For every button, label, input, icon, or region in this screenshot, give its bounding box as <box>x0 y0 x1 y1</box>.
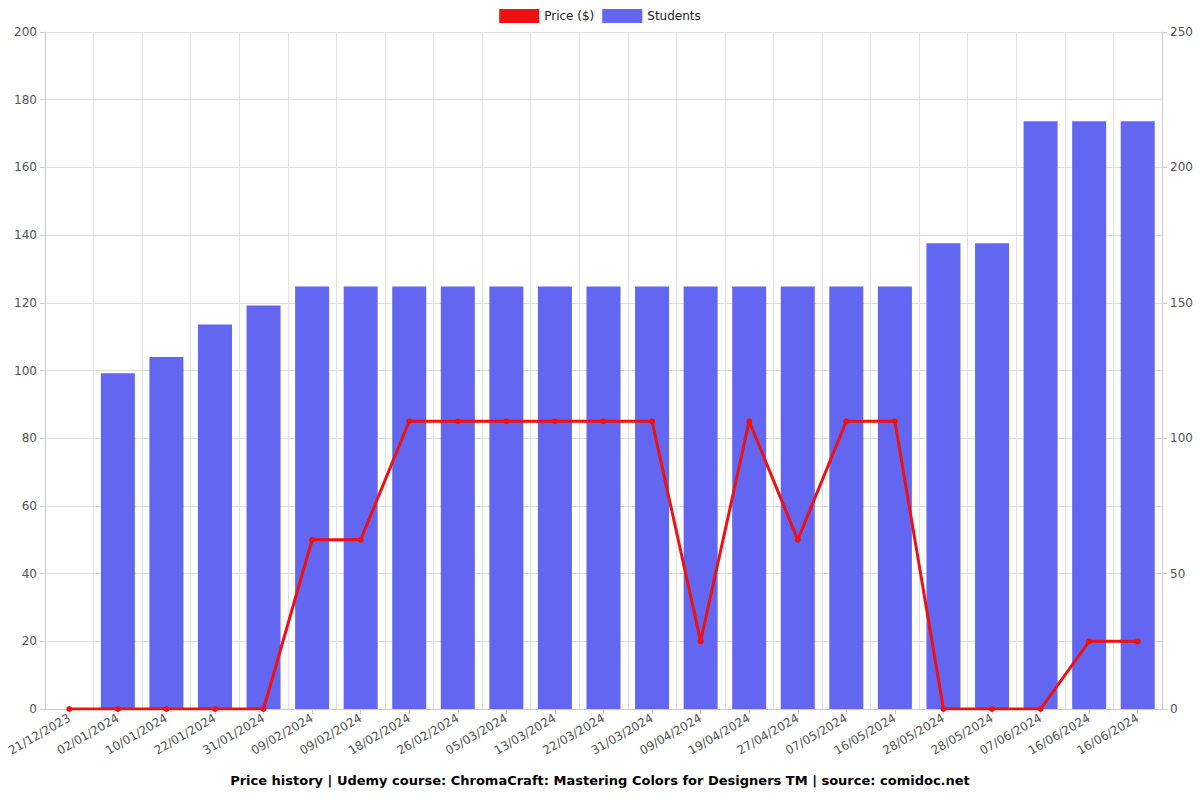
svg-text:Price ($): Price ($) <box>544 9 594 23</box>
svg-text:Price history | Udemy course:: Price history | Udemy course: ChromaCraf… <box>230 773 970 788</box>
svg-text:07/05/2024: 07/05/2024 <box>783 710 850 758</box>
svg-text:250: 250 <box>1170 25 1193 39</box>
svg-text:02/01/2024: 02/01/2024 <box>54 710 122 758</box>
svg-text:100: 100 <box>1170 431 1193 445</box>
svg-text:200: 200 <box>1170 160 1193 174</box>
svg-text:10/01/2024: 10/01/2024 <box>103 710 170 758</box>
svg-text:31/01/2024: 31/01/2024 <box>200 710 267 758</box>
svg-text:18/02/2024: 18/02/2024 <box>345 710 413 758</box>
svg-text:22/03/2024: 22/03/2024 <box>540 710 607 758</box>
svg-text:0: 0 <box>29 702 37 716</box>
svg-text:31/03/2024: 31/03/2024 <box>588 710 656 758</box>
svg-text:27/04/2024: 27/04/2024 <box>734 710 802 758</box>
svg-text:28/05/2024: 28/05/2024 <box>880 710 947 758</box>
svg-text:140: 140 <box>14 228 37 242</box>
svg-text:16/05/2024: 16/05/2024 <box>831 710 899 758</box>
svg-text:120: 120 <box>14 296 37 310</box>
svg-text:50: 50 <box>1170 567 1185 581</box>
svg-text:28/05/2024: 28/05/2024 <box>928 710 996 758</box>
svg-text:16/06/2024: 16/06/2024 <box>1074 711 1141 758</box>
svg-text:19/04/2024: 19/04/2024 <box>685 710 753 758</box>
svg-text:Students: Students <box>647 9 701 23</box>
svg-text:150: 150 <box>1170 296 1193 310</box>
svg-text:05/03/2024: 05/03/2024 <box>443 710 510 758</box>
svg-text:20: 20 <box>22 634 37 648</box>
svg-text:60: 60 <box>22 499 37 513</box>
svg-text:160: 160 <box>14 160 37 174</box>
svg-text:180: 180 <box>14 93 37 107</box>
svg-text:16/06/2024: 16/06/2024 <box>1025 710 1093 758</box>
svg-text:09/02/2024: 09/02/2024 <box>297 710 365 758</box>
svg-text:40: 40 <box>22 567 37 581</box>
svg-text:100: 100 <box>14 364 37 378</box>
svg-text:0: 0 <box>1170 702 1178 716</box>
svg-text:26/02/2024: 26/02/2024 <box>394 710 462 758</box>
svg-text:80: 80 <box>22 431 37 445</box>
svg-text:09/04/2024: 09/04/2024 <box>637 710 705 758</box>
svg-text:13/03/2024: 13/03/2024 <box>491 710 559 758</box>
svg-text:09/02/2024: 09/02/2024 <box>248 710 316 758</box>
svg-text:200: 200 <box>14 25 37 39</box>
svg-text:07/06/2024: 07/06/2024 <box>977 710 1045 758</box>
svg-text:22/01/2024: 22/01/2024 <box>151 710 219 758</box>
svg-text:21/12/2023: 21/12/2023 <box>6 710 73 758</box>
